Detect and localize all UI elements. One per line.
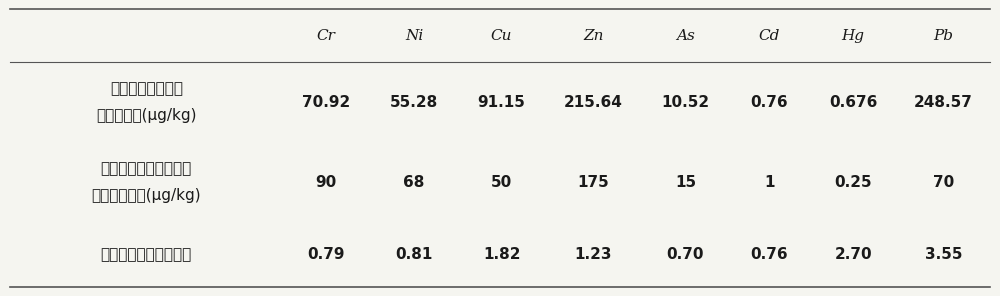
Text: 0.25: 0.25 bbox=[834, 175, 872, 189]
Text: Cu: Cu bbox=[491, 28, 512, 43]
Text: 215.64: 215.64 bbox=[564, 95, 623, 110]
Text: 68: 68 bbox=[403, 175, 425, 189]
Text: Pb: Pb bbox=[934, 28, 954, 43]
Text: 某种重金属的污染系数: 某种重金属的污染系数 bbox=[101, 247, 192, 262]
Text: 未受污染沉积物中某种: 未受污染沉积物中某种 bbox=[101, 161, 192, 176]
Text: 1.23: 1.23 bbox=[575, 247, 612, 262]
Text: 50: 50 bbox=[491, 175, 512, 189]
Text: 1.82: 1.82 bbox=[483, 247, 520, 262]
Text: 0.70: 0.70 bbox=[667, 247, 704, 262]
Text: 2.70: 2.70 bbox=[834, 247, 872, 262]
Text: 91.15: 91.15 bbox=[478, 95, 526, 110]
Text: 3.55: 3.55 bbox=[925, 247, 962, 262]
Text: 70: 70 bbox=[933, 175, 954, 189]
Text: 175: 175 bbox=[578, 175, 609, 189]
Text: Ni: Ni bbox=[405, 28, 423, 43]
Text: 的平均浓度(μg/kg): 的平均浓度(μg/kg) bbox=[96, 108, 197, 123]
Text: 0.76: 0.76 bbox=[751, 247, 788, 262]
Text: 0.81: 0.81 bbox=[395, 247, 433, 262]
Text: Cd: Cd bbox=[759, 28, 780, 43]
Text: 15: 15 bbox=[675, 175, 696, 189]
Text: 90: 90 bbox=[316, 175, 337, 189]
Text: As: As bbox=[676, 28, 695, 43]
Text: Zn: Zn bbox=[583, 28, 604, 43]
Text: 0.676: 0.676 bbox=[829, 95, 877, 110]
Text: 248.57: 248.57 bbox=[914, 95, 973, 110]
Text: 1: 1 bbox=[764, 175, 775, 189]
Text: 沉积物中某重金属: 沉积物中某重金属 bbox=[110, 81, 183, 96]
Text: 0.79: 0.79 bbox=[308, 247, 345, 262]
Text: Hg: Hg bbox=[842, 28, 865, 43]
Text: 10.52: 10.52 bbox=[661, 95, 709, 110]
Text: 0.76: 0.76 bbox=[751, 95, 788, 110]
Text: 70.92: 70.92 bbox=[302, 95, 350, 110]
Text: Cr: Cr bbox=[317, 28, 336, 43]
Text: 重金属的含量(μg/kg): 重金属的含量(μg/kg) bbox=[91, 188, 201, 203]
Text: 55.28: 55.28 bbox=[390, 95, 438, 110]
